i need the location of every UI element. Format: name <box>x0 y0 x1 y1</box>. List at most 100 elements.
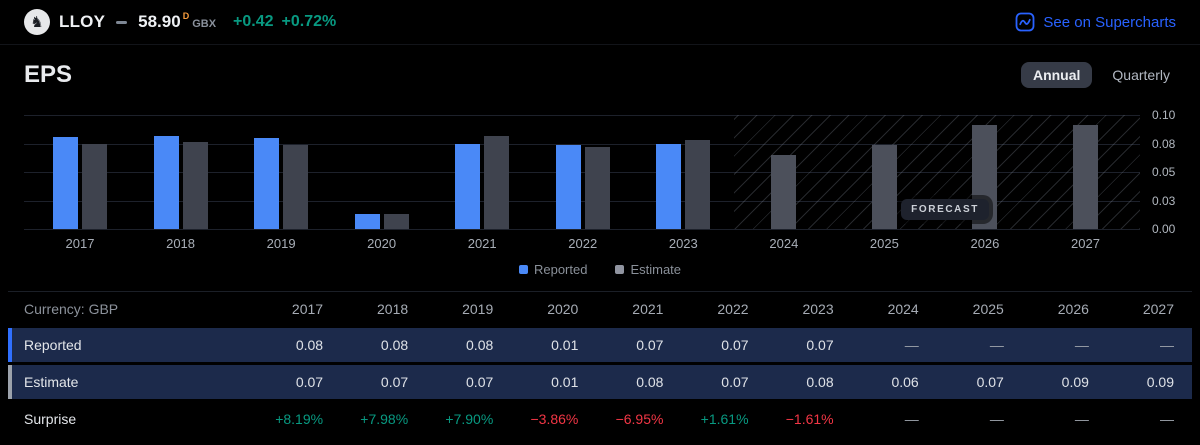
bar-estimate-2025[interactable] <box>871 144 897 229</box>
chart-gridline <box>24 143 1140 145</box>
x-axis-label-2025: 2025 <box>869 236 899 251</box>
table-cell: 0.09 <box>1061 374 1089 390</box>
legend-item-estimate: Estimate <box>615 260 681 278</box>
y-axis-tick-label: 0.00 <box>1152 222 1176 236</box>
table-year-header: 2022 <box>717 300 749 317</box>
bar-estimate-2020[interactable] <box>383 214 409 229</box>
table-cell: — <box>1160 411 1174 427</box>
change-absolute: +0.42 <box>233 13 274 30</box>
x-axis-label-2021: 2021 <box>467 236 497 251</box>
x-axis-label-2022: 2022 <box>568 236 598 251</box>
eps-table-rows: Reported 0.08 0.08 0.08 0.01 0.07 0.07 0.07 — — — —… <box>8 328 1192 436</box>
table-cell: 0.09 <box>1146 374 1174 390</box>
bar-reported-2020[interactable] <box>354 214 380 229</box>
table-cell: −6.95% <box>615 411 664 427</box>
table-cell: 0.01 <box>551 337 579 353</box>
table-cell: +1.61% <box>700 411 749 427</box>
legend-swatch-icon <box>518 264 528 274</box>
row-label: Estimate <box>24 374 79 390</box>
table-cell: — <box>1160 337 1174 353</box>
table-year-header: 2026 <box>1057 300 1089 317</box>
symbol-header: ♞ LLOY 58.90 DGBX +0.42 +0.72% See on Sup… <box>0 0 1200 45</box>
table-cell: +8.19% <box>275 411 324 427</box>
table-cell: 0.08 <box>295 337 324 353</box>
bar-estimate-2017[interactable] <box>81 143 107 229</box>
eps-section-header: EPS Annual Quarterly <box>0 57 1200 93</box>
bar-reported-2023[interactable] <box>656 143 682 229</box>
chart-gridline <box>24 115 1140 116</box>
table-cell: 0.07 <box>466 374 494 390</box>
table-year-header: 2017 <box>291 300 324 317</box>
supercharts-label: See on Supercharts <box>1043 13 1176 31</box>
table-cell: — <box>989 411 1004 427</box>
table-cell: 0.07 <box>721 337 749 353</box>
bar-estimate-2027[interactable] <box>1073 125 1098 229</box>
chart-legend: Reported Estimate <box>0 260 1200 278</box>
table-row-reported[interactable]: Reported 0.08 0.08 0.08 0.01 0.07 0.07 0.07 — — — — <box>8 328 1192 362</box>
x-axis-label-2023: 2023 <box>668 236 698 251</box>
bar-estimate-2023[interactable] <box>685 140 711 229</box>
legend-swatch-icon <box>615 264 625 274</box>
table-cell: 0.01 <box>551 374 579 390</box>
legend-item-reported: Reported <box>518 260 587 278</box>
y-axis-tick-label: 0.05 <box>1152 165 1176 179</box>
table-cell: −3.86% <box>530 411 579 427</box>
tab-annual[interactable]: Annual <box>1020 62 1093 88</box>
chart-gridline <box>24 200 1140 202</box>
table-cell: 0.07 <box>380 374 409 390</box>
change-percent: +0.72% <box>281 13 337 30</box>
chart-gridline <box>24 229 1140 230</box>
eps-chart-plot: FORECAST 0.10 0.08 0.05 0.03 0.00 <box>24 108 1175 236</box>
x-axis-label-2024: 2024 <box>769 236 799 251</box>
table-year-header: 2021 <box>632 300 664 317</box>
supercharts-wave-icon <box>1016 12 1035 32</box>
price-currency-unit: GBX <box>192 18 217 30</box>
table-cell: 0.08 <box>806 374 834 390</box>
table-year-header: 2027 <box>1142 300 1174 317</box>
bar-reported-2021[interactable] <box>455 143 481 229</box>
y-axis-tick-label: 0.03 <box>1152 193 1176 208</box>
table-year-header: 2025 <box>972 300 1004 317</box>
delayed-data-flag: D <box>182 11 190 21</box>
bar-estimate-2022[interactable] <box>584 146 610 229</box>
x-axis-label-2018: 2018 <box>166 236 196 251</box>
table-cell: 0.07 <box>636 337 664 353</box>
price-value: 58.90 <box>138 12 181 31</box>
see-on-supercharts-link[interactable]: See on Supercharts <box>1015 12 1176 32</box>
table-cell: 0.07 <box>721 374 749 390</box>
x-axis-label-2019: 2019 <box>266 236 296 251</box>
table-cell: — <box>904 337 919 353</box>
table-cell: −1.61% <box>785 411 834 427</box>
bar-estimate-2021[interactable] <box>484 135 510 229</box>
bar-estimate-2024[interactable] <box>771 154 797 229</box>
symbol-group[interactable]: ♞ LLOY 58.90 DGBX +0.42 +0.72% <box>24 9 336 35</box>
table-cell: 0.07 <box>976 374 1004 390</box>
table-cell: +7.98% <box>360 411 409 427</box>
table-row-estimate[interactable]: Estimate 0.07 0.07 0.07 0.01 0.08 0.07 0.08 0.06… <box>8 365 1192 399</box>
page-title: EPS <box>24 61 73 88</box>
bar-estimate-2019[interactable] <box>283 144 309 229</box>
tab-quarterly[interactable]: Quarterly <box>1112 67 1170 83</box>
legend-label: Estimate <box>630 261 682 277</box>
bar-reported-2018[interactable] <box>153 135 179 229</box>
table-cell: — <box>1074 337 1089 353</box>
table-year-header: 2020 <box>547 300 579 317</box>
bar-reported-2019[interactable] <box>254 137 280 229</box>
row-label: Surprise <box>24 411 77 427</box>
period-toggle: Annual Quarterly <box>1020 62 1176 88</box>
market-closed-dash-icon <box>116 20 128 24</box>
table-year-header: 2019 <box>462 300 494 317</box>
x-axis-label-2026: 2026 <box>970 236 1000 251</box>
x-axis-label-2027: 2027 <box>1071 236 1100 251</box>
bar-estimate-2018[interactable] <box>182 142 208 229</box>
price-change: +0.42 +0.72% <box>233 13 336 31</box>
table-cell: 0.06 <box>891 374 919 390</box>
y-axis-tick-label: 0.08 <box>1152 136 1176 151</box>
table-year-header: 2018 <box>377 300 409 317</box>
table-cell: 0.07 <box>806 337 834 353</box>
table-year-header: 2024 <box>887 300 919 317</box>
currency-label: Currency: GBP <box>24 300 119 317</box>
bar-reported-2022[interactable] <box>555 144 581 229</box>
x-axis-label-2017: 2017 <box>65 236 95 251</box>
bar-reported-2017[interactable] <box>52 136 78 229</box>
